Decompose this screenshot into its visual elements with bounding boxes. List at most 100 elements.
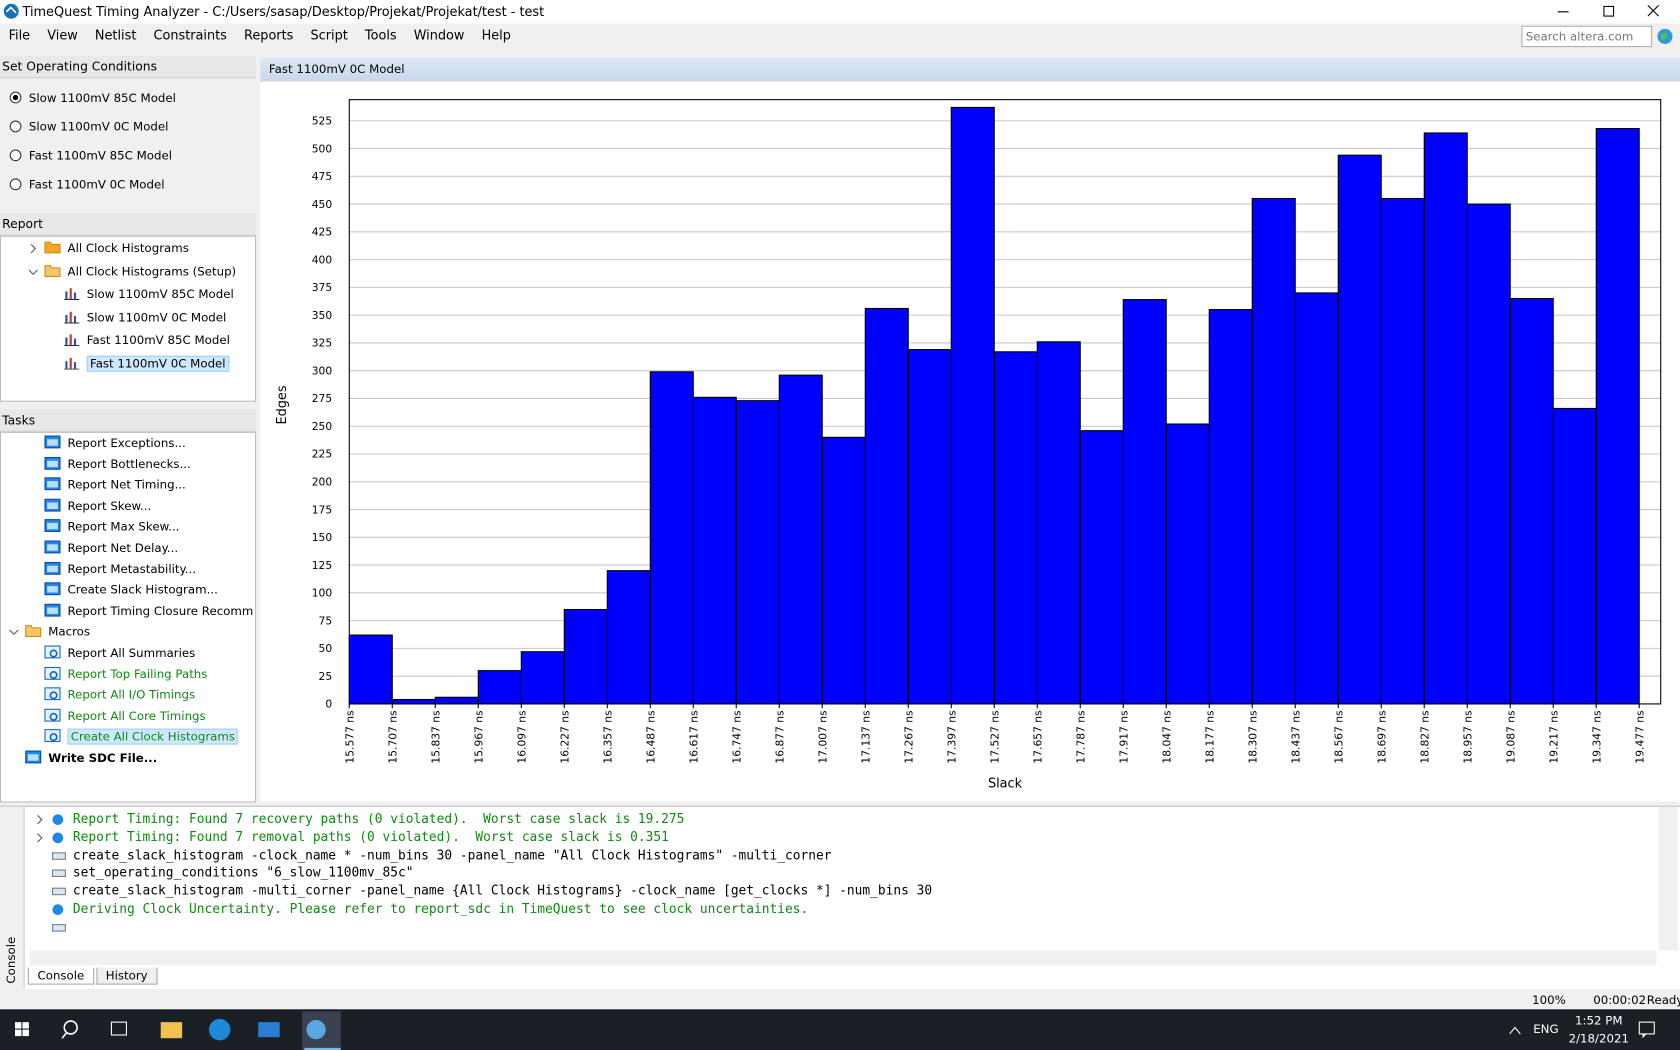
menu-item[interactable]: Script <box>310 27 348 43</box>
histogram-bar <box>1552 407 1597 705</box>
expand-arrow[interactable] <box>34 814 45 825</box>
histogram-bar <box>1036 341 1081 705</box>
tree-item[interactable]: Report Skew... <box>44 496 151 516</box>
tree-item[interactable]: All Clock Histograms (Setup) <box>28 261 236 281</box>
histogram-bar <box>778 374 823 705</box>
tree-item[interactable]: Fast 1100mV 85C Model <box>63 330 230 350</box>
tree-icon <box>44 477 61 491</box>
tcl-icon-gear <box>49 691 58 700</box>
expand-arrow[interactable] <box>34 832 45 843</box>
x-tick-label: 18.177 ns <box>1204 710 1217 764</box>
tree-toggle[interactable] <box>8 626 21 639</box>
tree-toggle[interactable] <box>27 242 40 255</box>
tree-item[interactable]: All Clock Histograms <box>30 238 189 258</box>
radio-button <box>9 91 22 104</box>
folder-shape <box>25 625 42 638</box>
console-hscrollbar[interactable] <box>30 950 1657 966</box>
tree-item[interactable]: Report Top Failing Paths <box>44 664 207 684</box>
info-icon <box>52 814 64 826</box>
chart-bar-icon <box>73 361 77 369</box>
tree-item[interactable]: Create Slack Histogram... <box>44 580 218 600</box>
tree-item[interactable]: Report All Summaries <box>44 643 195 663</box>
console-line: Deriving Clock Uncertainty. Please refer… <box>72 901 809 917</box>
x-tick-label: 18.567 ns <box>1333 710 1346 764</box>
y-tick-label: 250 <box>312 420 333 433</box>
x-tick-label: 16.097 ns <box>516 710 529 764</box>
menu-item[interactable]: Help <box>481 27 511 43</box>
radio-option[interactable]: Fast 1100mV 85C Model <box>9 148 172 165</box>
radio-option[interactable]: Fast 1100mV 0C Model <box>9 177 165 194</box>
tree-item[interactable]: Report Bottlenecks... <box>44 454 191 474</box>
histogram-bar <box>1165 423 1210 705</box>
taskbar-icons[interactable] <box>0 1009 354 1050</box>
x-tick-label: 17.787 ns <box>1075 710 1088 764</box>
line-icon <box>52 814 64 826</box>
y-tick-label: 25 <box>319 670 333 683</box>
x-tick-label: 18.307 ns <box>1247 710 1260 764</box>
tree-item[interactable]: Report Net Delay... <box>44 538 178 558</box>
tree-label: Slow 1100mV 85C Model <box>86 287 234 302</box>
radio-option[interactable]: Slow 1100mV 85C Model <box>9 90 176 107</box>
tree-toggle[interactable] <box>27 265 40 278</box>
tree-item[interactable]: Slow 1100mV 0C Model <box>63 307 226 327</box>
arrow-shape <box>37 814 43 825</box>
x-tick-label: 16.357 ns <box>602 710 615 764</box>
menu-item[interactable]: Netlist <box>94 27 137 43</box>
y-tick-label: 200 <box>312 476 333 489</box>
tree-label: Slow 1100mV 0C Model <box>86 310 227 325</box>
line-icon <box>51 869 66 878</box>
status-bar: 100% 00:00:02 Ready <box>0 990 1680 1010</box>
tree-item[interactable]: Report All I/O Timings <box>44 685 195 705</box>
panel-title: Tasks <box>2 412 36 428</box>
tray-arrow[interactable] <box>1505 1009 1526 1050</box>
tree-item[interactable]: Report Max Skew... <box>44 517 179 537</box>
tcl-icon <box>44 729 61 743</box>
tree-icon <box>44 729 61 743</box>
chart-bar-icon <box>69 334 72 346</box>
menu-item[interactable]: Constraints <box>153 27 227 43</box>
radio-button <box>9 178 22 191</box>
tree-icon <box>44 603 61 617</box>
search-box[interactable]: Search altera.com <box>1521 25 1653 48</box>
tree-item[interactable]: Slow 1100mV 85C Model <box>63 284 234 304</box>
tree-icon <box>44 540 61 554</box>
window-controls[interactable] <box>1543 0 1680 24</box>
tree-item[interactable]: Write SDC File... <box>25 748 158 768</box>
console-tab[interactable]: Console <box>27 967 94 985</box>
y-tick-label: 475 <box>312 170 332 183</box>
console-tab[interactable]: History <box>96 967 158 985</box>
histogram-bar <box>821 436 866 705</box>
tree-item[interactable]: Report Metastability... <box>44 559 196 579</box>
console-scrollbar[interactable] <box>1658 806 1678 951</box>
globe-icon[interactable] <box>1656 28 1673 45</box>
tree-item[interactable]: Report Timing Closure Recomm <box>44 601 253 621</box>
tree-icon <box>44 456 61 470</box>
x-tick-label: 15.837 ns <box>430 710 443 764</box>
radio-button <box>9 120 22 133</box>
histogram-bar <box>735 400 780 705</box>
menu-item[interactable]: Window <box>413 27 465 43</box>
menu-item[interactable]: Tools <box>364 27 397 43</box>
radio-option[interactable]: Slow 1100mV 0C Model <box>9 119 168 136</box>
tree-item[interactable]: Fast 1100mV 0C Model <box>63 353 229 373</box>
menu-item[interactable]: File <box>8 27 31 43</box>
panel-title: Set Operating Conditions <box>2 58 158 74</box>
tree-item[interactable]: Report Net Timing... <box>44 475 186 495</box>
clock-time: 1:52 PM <box>1575 1013 1623 1028</box>
tree-item[interactable]: Report Exceptions... <box>44 433 186 453</box>
menu-item[interactable]: View <box>47 27 78 43</box>
histogram-bar <box>1122 299 1167 705</box>
tree-item[interactable]: Macros <box>9 622 90 642</box>
menu-item[interactable]: Reports <box>244 27 294 43</box>
tree-icon <box>64 311 80 324</box>
search-placeholder: Search altera.com <box>1525 30 1634 44</box>
tree-item[interactable]: Report All Core Timings <box>44 706 206 726</box>
y-tick-label: 500 <box>312 142 333 155</box>
notifications[interactable] <box>1637 1020 1656 1039</box>
x-tick-label: 16.487 ns <box>645 710 658 764</box>
y-tick-label: 400 <box>312 253 333 266</box>
tree-item[interactable]: Create All Clock Histograms <box>44 727 239 747</box>
chart-bar-icon <box>73 338 77 346</box>
chart-bar-icon <box>65 337 68 346</box>
